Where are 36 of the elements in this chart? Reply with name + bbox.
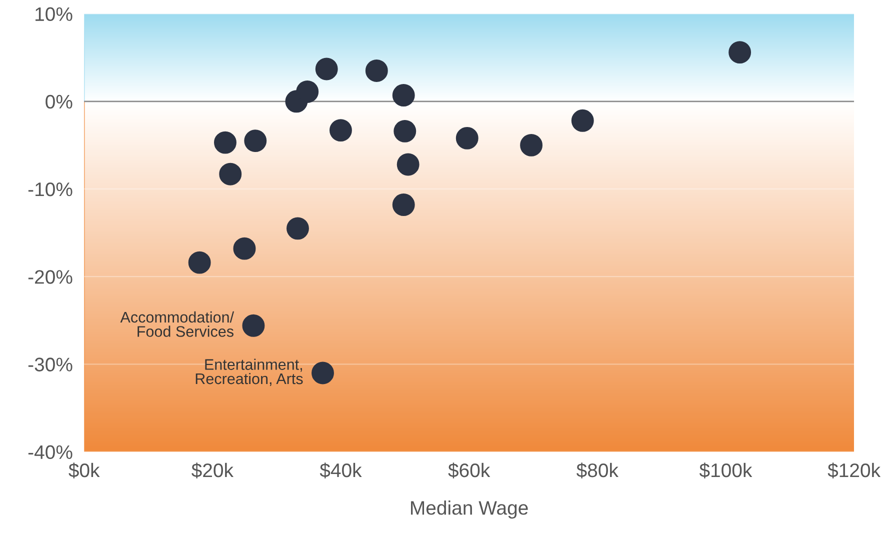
y-tick-label: -20%: [28, 270, 72, 284]
point: [392, 194, 415, 216]
point: [571, 109, 594, 132]
point: [315, 58, 338, 80]
point: [365, 59, 388, 82]
point: [286, 217, 309, 240]
point: [233, 237, 256, 260]
point: [392, 84, 415, 106]
point: [330, 119, 352, 142]
x-tick-label: $0k: [68, 462, 100, 478]
x-tick-label: $20k: [192, 462, 234, 478]
point: [214, 131, 236, 154]
x-tick-label: $120k: [828, 462, 881, 478]
annotation: Accommodation/ Food Services: [120, 311, 234, 337]
x-tick-label: $80k: [576, 462, 618, 478]
y-tick-label: 10%: [36, 7, 72, 22]
point: [219, 162, 242, 186]
point: [188, 251, 211, 274]
point: [456, 126, 478, 150]
point: [296, 80, 319, 103]
x-tick-label: $100k: [699, 462, 752, 478]
annotation: Entertainment, Recreation, Arts: [196, 358, 303, 386]
y-tick-label: -30%: [28, 358, 72, 372]
point: [396, 153, 420, 176]
y-tick-label: -10%: [28, 182, 72, 196]
y-tick-label: 0%: [46, 94, 72, 109]
y-tick-label: -40%: [28, 445, 72, 460]
point: [242, 314, 265, 337]
point: [394, 120, 416, 142]
x-axis-title: Median Wage: [411, 500, 528, 519]
point: [520, 134, 543, 156]
point: [728, 41, 752, 64]
point: [244, 130, 267, 152]
x-tick-label: $40k: [320, 462, 362, 478]
point: [312, 362, 334, 384]
x-tick-label: $60k: [448, 462, 490, 478]
